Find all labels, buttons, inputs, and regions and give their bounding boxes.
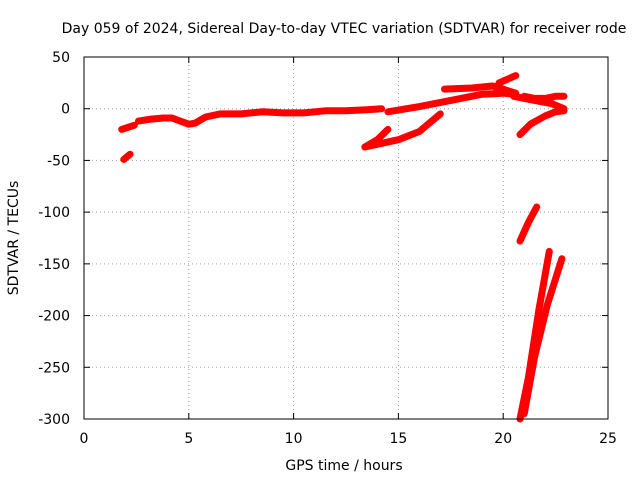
series-group <box>118 72 568 423</box>
data-trace-10 <box>520 92 568 102</box>
y-axis-label: SDTVAR / TECUs <box>6 181 22 296</box>
x-tick-label: 20 <box>494 431 512 447</box>
data-trace-12 <box>516 203 541 245</box>
data-trace-1 <box>118 121 138 133</box>
chart-title: Day 059 of 2024, Sidereal Day-to-day VTE… <box>62 21 627 37</box>
y-tick-label: -50 <box>47 153 70 169</box>
x-tick-label: 5 <box>184 431 193 447</box>
x-tick-labels: 0 5 10 15 20 25 <box>80 431 617 447</box>
data-trace-3 <box>135 105 386 128</box>
y-tick-label: 50 <box>52 50 70 66</box>
x-axis-label: GPS time / hours <box>285 458 402 474</box>
data-trace-2 <box>120 150 134 163</box>
x-tick-label: 15 <box>389 431 407 447</box>
y-tick-label: -100 <box>38 205 70 221</box>
data-trace-11 <box>516 107 568 139</box>
x-tick-label: 0 <box>80 431 89 447</box>
x-tick-label: 25 <box>599 431 617 447</box>
data-trace-8 <box>495 72 520 87</box>
data-trace-6 <box>384 89 518 116</box>
y-tick-label: -250 <box>38 360 70 376</box>
y-tick-label: -200 <box>38 309 70 325</box>
plot-frame <box>83 56 609 420</box>
data-trace-5 <box>361 110 444 151</box>
data-trace-7 <box>441 82 520 97</box>
y-tick-label: 0 <box>61 102 70 118</box>
x-tick-label: 10 <box>285 431 303 447</box>
data-trace-14 <box>520 255 566 418</box>
grid <box>84 57 608 419</box>
y-tick-labels: -300 -250 -200 -150 -100 -50 0 50 <box>38 50 70 428</box>
y-tick-label: -300 <box>38 412 70 428</box>
y-tick-label: -150 <box>38 257 70 273</box>
